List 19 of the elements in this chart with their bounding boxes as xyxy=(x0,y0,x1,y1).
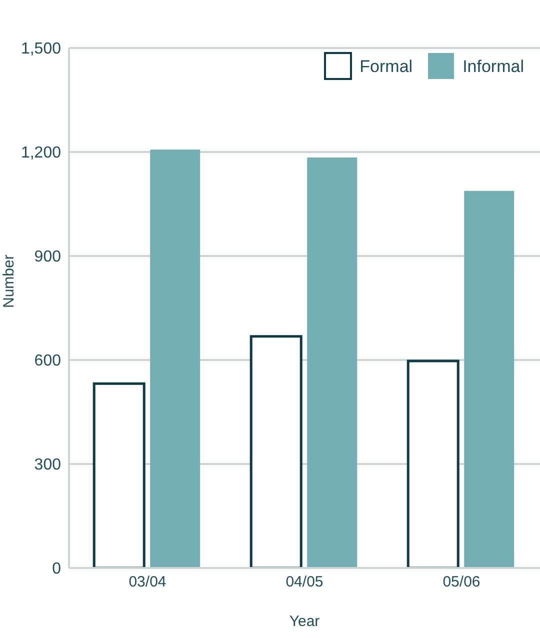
y-tick-label: 1,200 xyxy=(20,144,62,162)
bar xyxy=(92,382,146,568)
bar xyxy=(464,190,514,568)
legend-label: Informal xyxy=(462,57,524,77)
y-tick-label: 0 xyxy=(52,560,62,578)
x-tick-label: 05/06 xyxy=(442,574,480,591)
y-tick-label: 900 xyxy=(34,248,62,266)
y-tick-label: 1,500 xyxy=(20,40,62,58)
y-tick-label: 600 xyxy=(34,352,62,370)
legend-label: Formal xyxy=(360,57,413,77)
x-tick-label: 03/04 xyxy=(128,574,166,591)
bar xyxy=(307,158,358,568)
x-axis-title: Year xyxy=(289,613,320,630)
y-tick-label: 300 xyxy=(34,456,62,474)
bar xyxy=(406,360,460,568)
bar xyxy=(250,335,302,568)
bar xyxy=(150,150,200,568)
y-axis-title: Number xyxy=(0,254,18,308)
x-tick-label: 04/05 xyxy=(286,574,324,591)
